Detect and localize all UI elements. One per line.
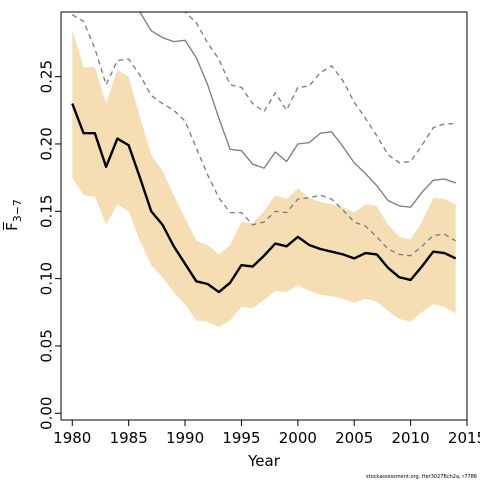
y-tick-label: 0.15 bbox=[38, 195, 56, 228]
x-tick-label: 1985 bbox=[110, 429, 148, 447]
y-tick-label: 0.05 bbox=[38, 329, 56, 362]
x-tick-label: 1995 bbox=[222, 429, 260, 447]
x-tick-label: 2015 bbox=[448, 429, 480, 447]
x-axis-label: Year bbox=[247, 452, 281, 470]
confidence-band bbox=[72, 29, 456, 328]
estimate-line bbox=[71, 103, 457, 294]
y-tick-label: 0.20 bbox=[38, 127, 56, 160]
y-axis-label-subscript: 3−7 bbox=[11, 199, 24, 222]
y-axis: 0.00 0.05 0.10 0.15 0.20 0.25 bbox=[38, 60, 61, 430]
y-axis-label-main: F̅ bbox=[2, 221, 21, 231]
plot-data-layer bbox=[71, 12, 457, 328]
y-tick-label: 0.10 bbox=[38, 262, 56, 295]
reference-dashed-upper-line bbox=[71, 14, 457, 257]
reference-solid-line bbox=[138, 12, 456, 208]
credit-text: stockassessment.org, Her3027Bch2a, r7786 bbox=[366, 474, 477, 480]
x-axis: 1980 1985 1990 1995 2000 2005 2010 2015 bbox=[53, 420, 480, 447]
y-tick-label: 0.00 bbox=[38, 397, 56, 430]
x-tick-label: 2000 bbox=[279, 429, 317, 447]
x-tick-label: 2005 bbox=[335, 429, 373, 447]
x-tick-label: 2010 bbox=[392, 429, 430, 447]
reference-dashed-lower-line bbox=[182, 12, 456, 164]
y-axis-label: F̅3−7 bbox=[2, 199, 24, 231]
y-tick-label: 0.25 bbox=[38, 60, 56, 93]
svg-text:F̅3−7: F̅3−7 bbox=[2, 199, 24, 231]
x-tick-label: 1990 bbox=[166, 429, 204, 447]
plot-frame bbox=[60, 11, 468, 421]
x-tick-label: 1980 bbox=[53, 429, 91, 447]
